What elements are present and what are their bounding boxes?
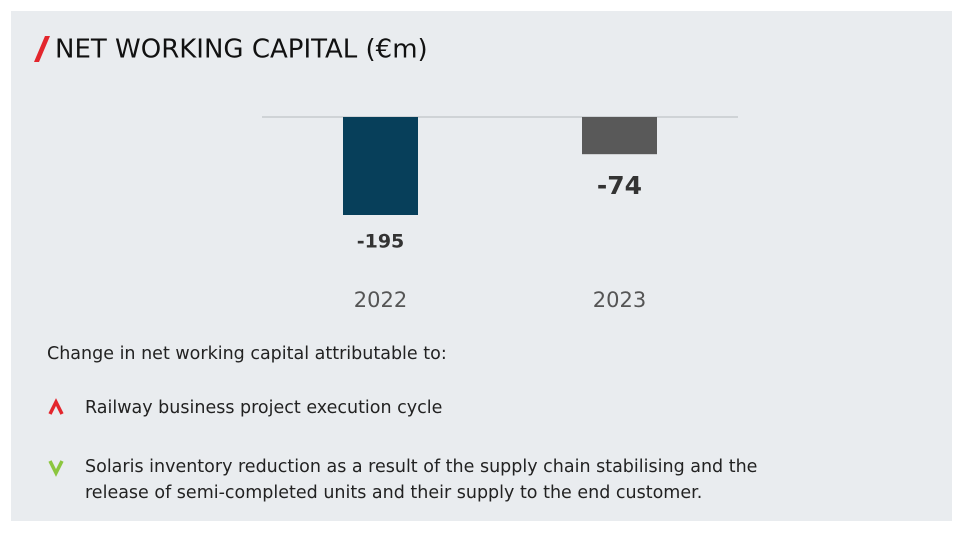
intro: Change in net working capital attributab… <box>47 344 447 364</box>
x-tick-label: 2023 <box>593 288 646 312</box>
item-text: Railway business project execution cycle <box>85 398 443 418</box>
panel <box>11 11 952 521</box>
bar <box>582 117 657 155</box>
bar <box>343 117 418 215</box>
down-icon <box>48 460 64 477</box>
up-icon <box>48 398 64 415</box>
chart-title: NET WORKING CAPITAL (€m) <box>55 35 428 65</box>
value-label: -195 <box>357 231 405 253</box>
item-text: release of semi-completed units and thei… <box>85 483 703 503</box>
value-label: -74 <box>597 171 642 200</box>
item-text: Solaris inventory reduction as a result … <box>85 457 758 477</box>
title-slash <box>34 36 50 62</box>
x-tick-label: 2022 <box>354 288 407 312</box>
